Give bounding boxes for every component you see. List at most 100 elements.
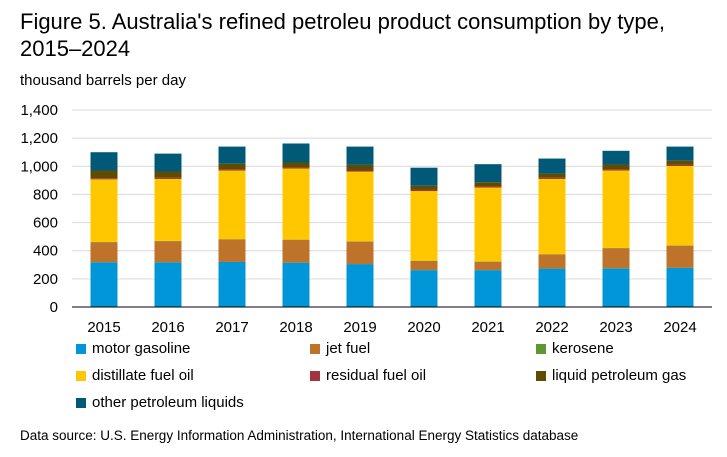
y-axis-label: thousand barrels per day <box>20 72 186 89</box>
bar-segment <box>346 146 374 165</box>
x-tick-label: 2022 <box>535 319 568 336</box>
bar-segment <box>666 164 694 167</box>
bar-segment <box>474 164 502 183</box>
bar-segment <box>538 178 566 255</box>
y-tick-label: 600 <box>33 215 58 232</box>
bar-segment <box>410 191 438 261</box>
legend-item-residual-fuel-oil: residual fuel oil <box>310 367 536 384</box>
bar-segment <box>218 169 246 171</box>
bar-segment <box>218 163 246 170</box>
bar-segment <box>90 152 118 171</box>
y-tick-label: 1,000 <box>20 158 58 175</box>
y-tick-label: 200 <box>33 271 58 288</box>
bar-segment <box>474 261 502 271</box>
bar-segment <box>218 261 246 307</box>
legend: motor gasoline jet fuel kerosene distill… <box>76 340 716 411</box>
bar-segment <box>154 241 182 263</box>
data-source-note: Data source: U.S. Energy Information Adm… <box>20 428 579 443</box>
y-tick-label: 0 <box>50 299 58 316</box>
bar-segment <box>346 171 374 242</box>
legend-item-jet-fuel: jet fuel <box>310 340 536 357</box>
legend-label: kerosene <box>552 340 614 357</box>
bars <box>90 143 694 307</box>
bar-segment <box>90 179 118 242</box>
x-tick-label: 2018 <box>279 319 312 336</box>
y-tick-label: 400 <box>33 243 58 260</box>
legend-label: other petroleum liquids <box>92 394 244 411</box>
x-axis-ticks: 2015 2016 2017 2018 2019 2020 2021 2022 2023 2024 <box>87 319 696 336</box>
bar-segment <box>154 178 182 241</box>
bar-segment <box>90 262 118 307</box>
x-tick-label: 2015 <box>87 319 120 336</box>
bar-segment <box>666 267 694 307</box>
legend-item-distillate-fuel-oil: distillate fuel oil <box>76 367 310 384</box>
bar-segment <box>154 262 182 307</box>
legend-swatch <box>76 397 86 408</box>
legend-label: distillate fuel oil <box>92 367 194 384</box>
bar-segment <box>218 170 246 240</box>
bar-segment <box>602 170 630 248</box>
legend-label: jet fuel <box>326 340 371 357</box>
y-axis-ticks: 0 200 400 600 800 1,000 1,200 1,400 <box>20 102 58 316</box>
x-tick-label: 2017 <box>215 319 248 336</box>
bar-segment <box>282 162 310 168</box>
bar-segment <box>154 153 182 172</box>
bar-segment <box>346 241 374 265</box>
chart-title: Figure 5. Australia's refined petroleu p… <box>20 9 666 61</box>
bar-segment <box>538 173 566 178</box>
bar-segment <box>90 170 118 179</box>
bar-segment <box>666 245 694 268</box>
legend-swatch <box>76 343 86 354</box>
bar-segment <box>346 164 374 171</box>
bar-segment <box>410 270 438 307</box>
x-tick-label: 2016 <box>151 319 184 336</box>
x-tick-label: 2024 <box>663 319 696 336</box>
bar-segment <box>666 146 694 161</box>
legend-label: motor gasoline <box>92 340 191 357</box>
bar-segment <box>410 185 438 190</box>
legend-swatch <box>310 343 320 354</box>
bar-segment <box>154 177 182 179</box>
bar-segment <box>346 170 374 172</box>
legend-item-kerosene: kerosene <box>536 340 716 357</box>
bar-segment <box>602 150 630 165</box>
x-tick-label: 2023 <box>599 319 632 336</box>
bar-segment <box>602 248 630 269</box>
bar-segment <box>602 164 630 170</box>
bar-segment <box>90 242 118 263</box>
bar-segment <box>538 177 566 179</box>
y-tick-label: 1,200 <box>20 130 58 147</box>
bar-segment <box>666 160 694 165</box>
x-tick-label: 2021 <box>471 319 504 336</box>
legend-swatch <box>536 343 546 354</box>
bar-segment <box>282 143 310 163</box>
bar-segment <box>538 254 566 269</box>
bar-segment <box>538 268 566 307</box>
bar-segment <box>218 239 246 262</box>
bar-segment <box>282 167 310 169</box>
bar-segment <box>282 168 310 240</box>
bar-segment <box>474 187 502 262</box>
bar-segment <box>410 260 438 271</box>
bar-segment <box>474 186 502 188</box>
bar-segment <box>346 264 374 307</box>
bar-segment <box>282 262 310 307</box>
y-tick-label: 1,400 <box>20 102 58 119</box>
x-tick-label: 2020 <box>407 319 440 336</box>
bar-segment <box>282 239 310 263</box>
legend-item-other-petroleum-liquids: other petroleum liquids <box>76 394 310 411</box>
legend-item-motor-gasoline: motor gasoline <box>76 340 310 357</box>
legend-swatch <box>76 370 86 381</box>
bar-segment <box>410 189 438 192</box>
bar-segment <box>666 166 694 246</box>
bar-segment <box>154 171 182 178</box>
bar-segment <box>602 268 630 307</box>
legend-item-liquid-petroleum-gas: liquid petroleum gas <box>536 367 716 384</box>
bar-segment <box>90 178 118 180</box>
x-tick-label: 2019 <box>343 319 376 336</box>
legend-label: residual fuel oil <box>326 367 427 384</box>
legend-swatch <box>310 370 320 381</box>
legend-swatch <box>536 370 546 381</box>
bar-segment <box>602 169 630 171</box>
